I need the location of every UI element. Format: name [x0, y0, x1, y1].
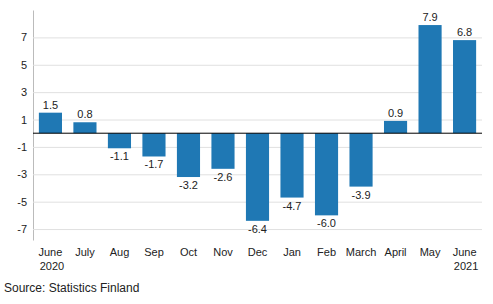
bar	[280, 133, 303, 197]
chart: -7 -5 -3 -1 1 3 5 7 1.5 0.8 -1.1 -1.7 -3.2 -2.6 -6.4 -4…	[0, 0, 493, 304]
x-tick-label: March	[346, 246, 377, 258]
x-tick: March	[346, 246, 377, 258]
source: Source: Statistics Finland	[4, 281, 139, 295]
x-tick: Dec	[248, 246, 268, 258]
y-tick-label: -7	[17, 223, 27, 235]
data-label: 0.8	[77, 108, 92, 120]
bar	[39, 113, 62, 134]
x-tick: Aug	[110, 246, 130, 258]
y-tick-label: 3	[21, 86, 27, 98]
bars	[39, 25, 476, 221]
bar	[384, 121, 407, 133]
x-tick-label-line: April	[385, 246, 407, 258]
grid-line	[33, 120, 482, 121]
grid-line	[33, 37, 482, 38]
data-label: -4.7	[283, 200, 302, 212]
plot: -7 -5 -3 -1 1 3 5 7 1.5 0.8 -1.1 -1.7 -3.2 -2.6 -6.4 -4…	[17, 11, 482, 272]
x-tick-label: June 2021	[451, 246, 479, 272]
data-labels: 1.5 0.8 -1.1 -1.7 -3.2 -2.6 -6.4 -4.7 -6.0 -3.9 0.…	[43, 11, 472, 235]
x-tick-label-line: June	[453, 246, 477, 258]
x-tick: Feb	[317, 246, 336, 258]
x-tick-label-line: May	[420, 246, 441, 258]
bar	[315, 133, 338, 215]
x-tick: Oct	[180, 246, 197, 258]
zero-line	[33, 133, 482, 134]
x-tick-label-line: March	[346, 246, 377, 258]
x-tick: April	[385, 246, 407, 258]
bar	[108, 133, 131, 148]
data-label: -6.0	[317, 217, 336, 229]
bar	[246, 133, 269, 221]
x-axis: June 2020 July Aug Sep Oct Nov Dec Jan Feb March A…	[37, 246, 479, 272]
bar	[349, 133, 372, 186]
x-tick: Nov	[213, 246, 233, 258]
x-tick-label: May	[420, 246, 441, 258]
x-tick-label-line: Aug	[110, 246, 130, 258]
x-tick: June 2021	[451, 246, 479, 272]
y-tick: 5	[21, 59, 482, 71]
data-label: -1.1	[110, 150, 129, 162]
data-label: -6.4	[248, 223, 267, 235]
y-tick-label: -3	[17, 168, 27, 180]
x-tick: Sep	[144, 246, 164, 258]
x-tick-label-line: 2020	[37, 260, 65, 272]
x-tick: Jan	[283, 246, 301, 258]
x-tick-label-line: Nov	[213, 246, 233, 258]
y-tick-label: 5	[21, 59, 27, 71]
data-label: -3.2	[179, 179, 198, 191]
data-label: 6.8	[457, 26, 472, 38]
x-tick-label: Sep	[144, 246, 164, 258]
bar	[418, 25, 441, 133]
bar	[177, 133, 200, 177]
x-tick-label: Aug	[110, 246, 130, 258]
x-tick-label-line: June	[38, 246, 62, 258]
x-tick-label-line: Jan	[283, 246, 301, 258]
bar	[142, 133, 165, 156]
y-tick: 7	[21, 31, 482, 43]
x-tick-label: Jan	[283, 246, 301, 258]
x-tick-label: July	[75, 246, 95, 258]
x-tick: May	[420, 246, 441, 258]
grid-line	[33, 65, 482, 66]
data-label: -3.9	[352, 189, 371, 201]
x-tick-label: Dec	[248, 246, 268, 258]
y-tick: -7	[17, 223, 482, 235]
data-label: 0.9	[388, 107, 403, 119]
x-tick-label-line: Feb	[317, 246, 336, 258]
x-tick-label: April	[385, 246, 407, 258]
x-tick-label: Feb	[317, 246, 336, 258]
y-tick: 3	[21, 86, 482, 98]
x-tick-label-line: 2021	[451, 260, 479, 272]
bar	[453, 40, 476, 133]
y-axis: -7 -5 -3 -1 1 3 5 7	[17, 11, 482, 241]
x-tick-label: June 2020	[37, 246, 65, 272]
y-axis-line	[33, 11, 34, 241]
bar	[211, 133, 234, 169]
y-tick-label: 1	[21, 114, 27, 126]
x-tick-label-line: July	[75, 246, 95, 258]
grid-line	[33, 92, 482, 93]
x-tick-label-line: Oct	[180, 246, 197, 258]
y-tick-label: -1	[17, 141, 27, 153]
y-tick-label: 7	[21, 31, 27, 43]
x-tick-label-line: Dec	[248, 246, 268, 258]
data-label: -1.7	[144, 158, 163, 170]
data-label: 1.5	[43, 99, 58, 111]
data-label: 7.9	[422, 11, 437, 23]
bar	[73, 122, 96, 133]
x-tick-label-line: Sep	[144, 246, 164, 258]
x-tick-label: Nov	[213, 246, 233, 258]
x-tick: June 2020	[37, 246, 65, 272]
data-label: -2.6	[214, 171, 233, 183]
y-tick-label: -5	[17, 196, 27, 208]
x-tick: July	[75, 246, 95, 258]
x-tick-label: Oct	[180, 246, 197, 258]
